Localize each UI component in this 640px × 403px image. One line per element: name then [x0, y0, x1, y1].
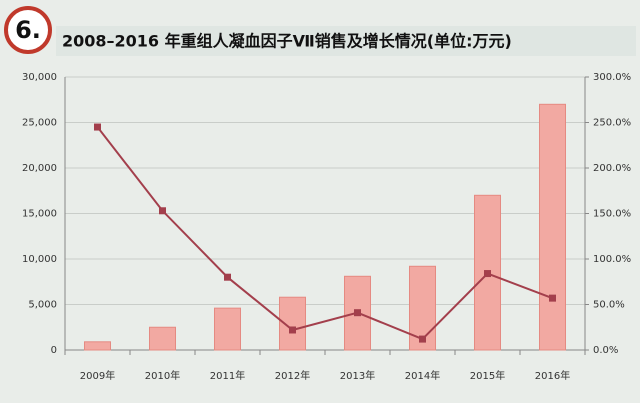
x-tick-label: 2012年 [275, 369, 310, 382]
bar [84, 341, 111, 351]
line-marker [159, 207, 166, 215]
y2-tick-label: 100.0% [593, 254, 631, 265]
bar [214, 307, 241, 351]
badge: 6. [15, 16, 41, 44]
y-tick-label: 15,000 [22, 209, 57, 220]
x-tick-label: 2011年 [210, 369, 245, 382]
line-marker [94, 123, 101, 131]
badge-circle [4, 6, 52, 54]
bar [149, 326, 176, 351]
x-tick-label: 2013年 [340, 369, 375, 382]
y-tick-label: 0 [51, 345, 57, 356]
line-marker [549, 294, 556, 302]
y-tick-label: 25,000 [22, 118, 57, 129]
y2-tick-label: 200.0% [593, 163, 631, 174]
title-band [56, 26, 636, 56]
line-marker [419, 335, 426, 343]
line-marker [224, 273, 231, 281]
chart-title: 2008–2016 年重组人凝血因子Ⅶ销售及增长情况(单位:万元) [62, 32, 512, 51]
x-tick-label: 2009年 [80, 369, 115, 382]
y2-tick-label: 0.0% [593, 345, 618, 356]
line-marker [484, 270, 491, 278]
x-tick-label: 2015年 [470, 369, 505, 382]
y2-tick-label: 50.0% [593, 300, 625, 311]
bar [539, 103, 566, 351]
line [96, 126, 553, 341]
y-tick-label: 30,000 [22, 72, 57, 83]
x-tick-label: 2014年 [405, 369, 440, 382]
x-tick-label: 2010年 [145, 369, 180, 382]
y-tick-label: 20,000 [22, 163, 57, 174]
line-marker [354, 309, 361, 317]
x-tick-label: 2016年 [535, 369, 570, 382]
y-tick-label: 10,000 [22, 254, 57, 265]
line-marker [289, 326, 296, 334]
plot: 0 5,000 10,000 15,000 20,000 25,000 30,000 0.0%… [22, 72, 631, 382]
y2-tick-label: 250.0% [593, 118, 631, 129]
y-tick-label: 5,000 [28, 300, 57, 311]
y2-tick-label: 150.0% [593, 209, 631, 220]
y2-tick-label: 300.0% [593, 72, 631, 83]
